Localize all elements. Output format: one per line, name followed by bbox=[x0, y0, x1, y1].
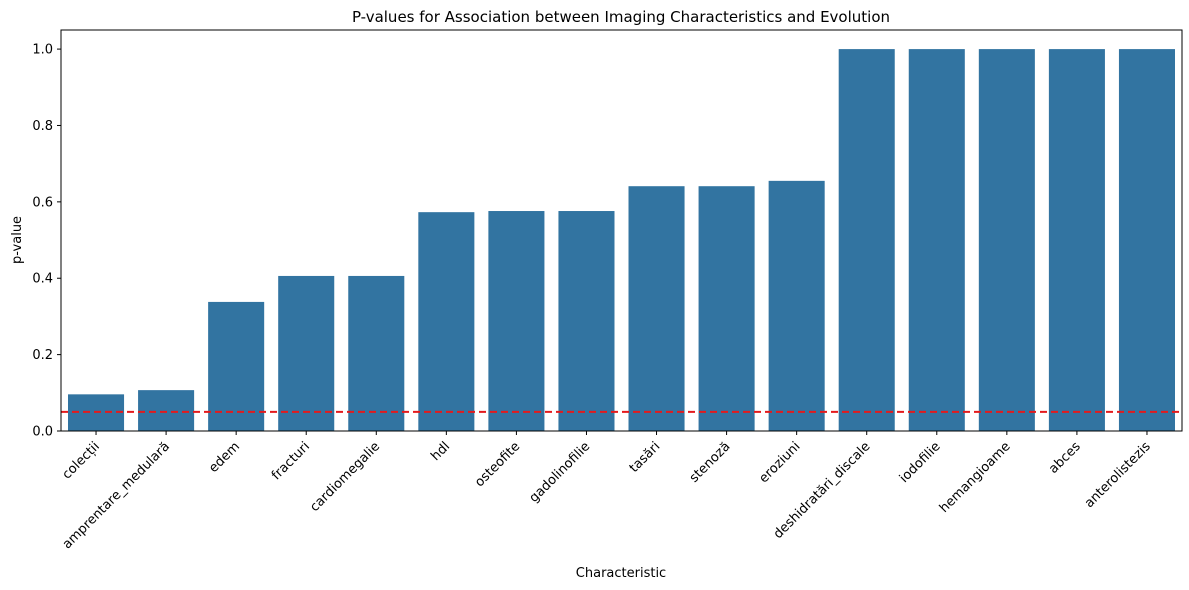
x-tick-label: abces bbox=[1046, 439, 1084, 477]
bar bbox=[1048, 49, 1105, 431]
x-tick-label: osteofite bbox=[472, 439, 523, 490]
x-axis-label: Characteristic bbox=[576, 566, 666, 581]
y-tick-label: 0.8 bbox=[32, 119, 53, 134]
bar bbox=[628, 186, 685, 431]
x-tick-label: iodofilie bbox=[897, 439, 944, 486]
bar bbox=[138, 390, 195, 431]
x-tick-label: fracturi bbox=[269, 439, 313, 483]
chart-title: P-values for Association between Imaging… bbox=[352, 8, 890, 26]
y-tick-label: 0.2 bbox=[32, 348, 53, 363]
bar bbox=[768, 180, 825, 431]
y-tick-label: 0.4 bbox=[32, 272, 53, 287]
y-axis: 0.0 0.2 0.4 0.6 0.8 1.0 bbox=[32, 43, 61, 440]
y-tick-label: 0.6 bbox=[32, 195, 53, 210]
x-tick-label: cardiomegalie bbox=[307, 439, 383, 515]
bars-group bbox=[68, 49, 1175, 431]
x-tick-label: hemangioame bbox=[937, 439, 1014, 516]
bar bbox=[278, 275, 335, 431]
x-tick-label: edem bbox=[206, 439, 243, 476]
y-tick-label: 0.0 bbox=[32, 425, 53, 440]
bar bbox=[908, 49, 965, 431]
bar bbox=[978, 49, 1035, 431]
y-axis-label: p-value bbox=[10, 216, 25, 264]
plot-frame bbox=[60, 29, 1183, 432]
bar bbox=[1118, 49, 1175, 431]
bar bbox=[698, 186, 755, 431]
bar bbox=[348, 275, 405, 431]
bar bbox=[488, 211, 545, 431]
x-tick-label: eroziuni bbox=[756, 439, 803, 486]
x-tick-label: tasări bbox=[627, 439, 664, 476]
x-tick-label: anterolistezis bbox=[1082, 439, 1154, 511]
x-tick-label: stenoză bbox=[687, 439, 734, 486]
x-tick-label: hdl bbox=[428, 439, 453, 464]
bar bbox=[418, 212, 475, 431]
bar bbox=[208, 301, 265, 431]
y-tick-label: 1.0 bbox=[32, 43, 53, 58]
bar bbox=[558, 211, 615, 431]
x-tick-label: colecții bbox=[60, 439, 103, 482]
bar bbox=[838, 49, 895, 431]
x-tick-label: gadolinofilie bbox=[527, 439, 594, 506]
